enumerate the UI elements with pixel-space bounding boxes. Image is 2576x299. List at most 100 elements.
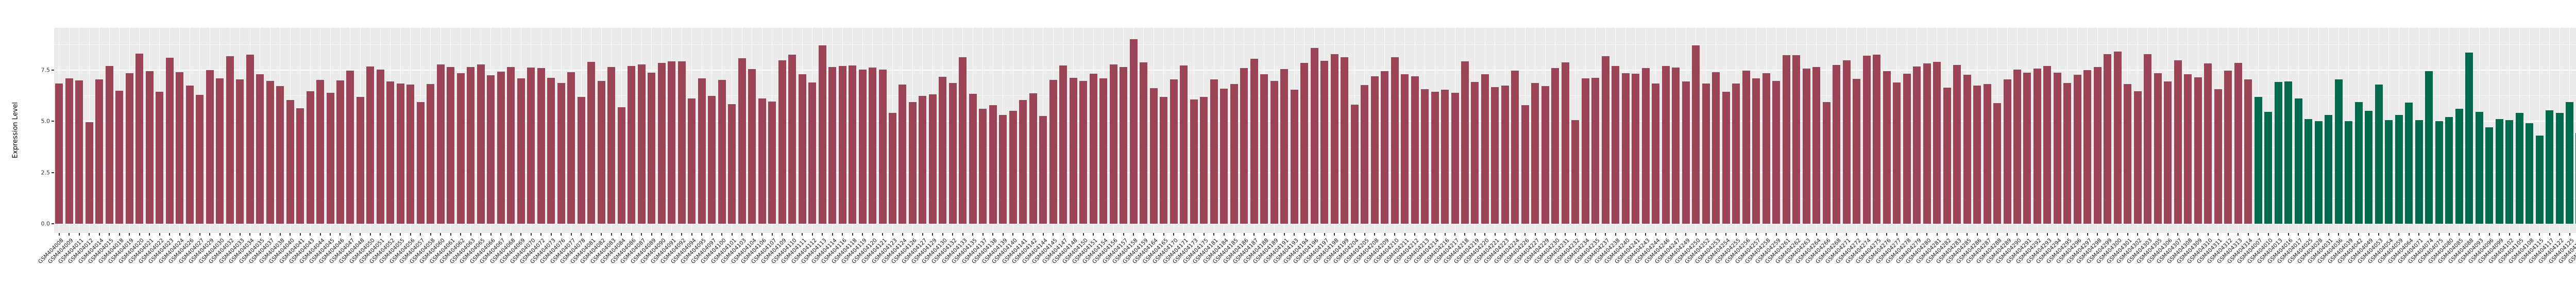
bar <box>758 98 766 224</box>
bar <box>2455 109 2463 224</box>
x-tick-mark <box>1956 233 1958 236</box>
x-tick-mark <box>1424 233 1426 236</box>
bar <box>1250 59 1258 224</box>
bar <box>557 83 565 224</box>
gridline-minor <box>54 44 2576 45</box>
bar <box>1973 85 1981 224</box>
bar <box>2284 81 2293 224</box>
bar <box>1742 70 1750 224</box>
bar <box>2033 69 2041 224</box>
x-tick-mark <box>1605 233 1606 236</box>
x-tick-mark <box>129 233 130 236</box>
bar <box>1361 85 1369 224</box>
bar <box>1893 82 1901 224</box>
bar <box>969 93 977 224</box>
y-tick-mark <box>52 121 54 122</box>
bar <box>1230 84 1238 224</box>
bar <box>236 79 244 224</box>
bar <box>1913 67 1921 224</box>
bar <box>376 69 384 224</box>
bar <box>1441 89 1449 224</box>
bar <box>818 45 826 224</box>
bar <box>2113 51 2122 224</box>
bar <box>1491 87 1499 224</box>
x-tick-mark <box>2087 233 2088 236</box>
y-tick-label: 0.0 <box>41 220 50 227</box>
bar <box>1240 68 1248 224</box>
x-tick-mark <box>540 233 542 236</box>
bar <box>1200 96 1208 224</box>
x-tick-mark <box>69 233 70 236</box>
x-tick-mark <box>1444 233 1446 236</box>
bar <box>2385 120 2393 224</box>
bar <box>1933 61 1941 224</box>
bar <box>1672 68 1680 224</box>
bar <box>1632 74 1640 224</box>
bar <box>688 98 696 224</box>
bar <box>1833 65 1841 224</box>
x-tick-mark <box>2368 233 2369 236</box>
x-tick-mark <box>1193 233 1195 236</box>
bar <box>65 78 73 224</box>
bar <box>1059 65 1067 224</box>
bar <box>416 102 425 224</box>
x-tick-mark <box>2037 233 2038 236</box>
x-tick-mark <box>1354 233 1355 236</box>
x-tick-mark <box>802 233 803 236</box>
x-tick-mark <box>832 233 833 236</box>
x-tick-mark <box>992 233 994 236</box>
bar <box>1481 74 1489 224</box>
bar <box>2425 71 2433 224</box>
bar <box>948 82 957 224</box>
x-tick-mark <box>590 233 592 236</box>
x-tick-mark <box>1123 233 1124 236</box>
x-tick-mark <box>199 233 200 236</box>
bar <box>788 55 796 224</box>
bar <box>1421 89 1429 224</box>
bar <box>1923 63 1931 224</box>
bar <box>607 67 616 224</box>
bar <box>919 95 927 224</box>
bar <box>1682 81 1690 224</box>
x-tick-mark <box>1173 233 1175 236</box>
x-tick-mark <box>2278 233 2279 236</box>
bar <box>1350 104 1359 224</box>
bar <box>2264 111 2273 224</box>
x-tick-mark <box>1655 233 1656 236</box>
x-tick-mark <box>2127 233 2128 236</box>
bar <box>999 115 1007 224</box>
x-tick-mark <box>1454 233 1455 236</box>
x-tick-mark <box>1163 233 1164 236</box>
x-tick-mark <box>299 233 301 236</box>
x-tick-mark <box>1223 233 1225 236</box>
x-tick-mark <box>1745 233 1747 236</box>
x-tick-mark <box>2287 233 2289 236</box>
y-tick-mark <box>52 70 54 71</box>
x-tick-mark <box>510 233 512 236</box>
x-tick-mark <box>1574 233 1576 236</box>
bar <box>989 105 997 224</box>
y-axis-title: Expression Level <box>11 102 20 159</box>
x-tick-mark <box>340 233 341 236</box>
bar <box>728 104 736 224</box>
x-tick-mark <box>1735 233 1737 236</box>
bar <box>1129 39 1138 224</box>
bar <box>1149 88 1158 224</box>
x-tick-mark <box>1283 233 1285 236</box>
bar <box>748 69 756 224</box>
bar <box>1270 81 1278 224</box>
x-tick-mark <box>641 233 642 236</box>
bar <box>1290 89 1298 224</box>
x-tick-mark <box>1404 233 1405 236</box>
x-tick-mark <box>179 233 180 236</box>
x-tick-mark <box>1826 233 1827 236</box>
bar <box>2003 79 2011 224</box>
x-tick-mark <box>450 233 451 236</box>
bar <box>467 67 475 224</box>
bar <box>125 73 133 224</box>
bar <box>959 57 967 224</box>
x-tick-mark <box>1534 233 1536 236</box>
bar <box>1501 85 1509 224</box>
x-tick-mark <box>1294 233 1295 236</box>
y-tick-mark <box>52 223 54 224</box>
